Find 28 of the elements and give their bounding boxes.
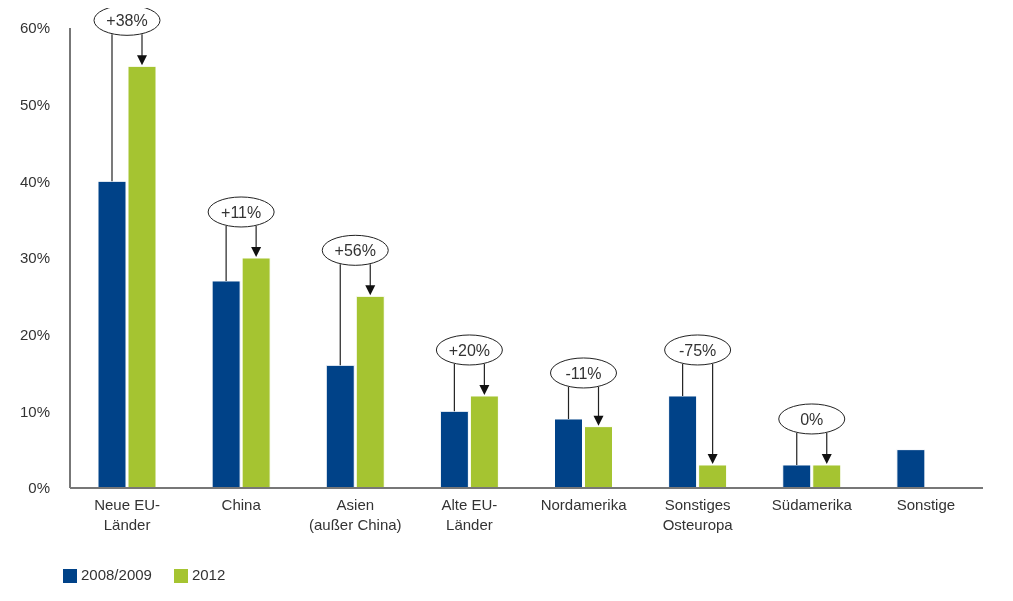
x-tick-label: Neue EU-Länder xyxy=(94,495,160,533)
y-tick-label: 20% xyxy=(19,325,50,343)
annotation: +11% xyxy=(221,203,262,221)
x-tick-label: China xyxy=(221,495,262,513)
y-tick-label: 0% xyxy=(28,479,50,497)
legend-label: 2012 xyxy=(191,565,226,583)
oval-callout-arrows: 0% xyxy=(778,403,846,466)
x-tick-label: Alte EU-Länder xyxy=(441,495,498,533)
legend-label: 2008/2009 xyxy=(81,565,152,583)
oval-callout-arrows: +20% xyxy=(435,334,503,412)
x-tick-label: Sonstiges Osteuropa xyxy=(662,495,734,533)
y-tick-label: 10% xyxy=(19,402,50,420)
y-tick-label: 40% xyxy=(19,172,50,190)
annotation: +56% xyxy=(334,242,376,260)
annotation: -75% xyxy=(678,341,717,359)
annotation: +20% xyxy=(448,341,491,359)
x-tick-label: Asien (außer China) xyxy=(309,495,402,533)
y-tick-label: 60% xyxy=(19,19,50,37)
x-tick-label: Südamerika xyxy=(771,495,853,513)
x-tick-label: Nordamerika xyxy=(540,495,628,513)
annotation: 0% xyxy=(800,410,824,428)
bar xyxy=(896,449,926,488)
oval-callout-arrows: -11% xyxy=(550,357,617,426)
y-tick-label: 30% xyxy=(19,249,50,267)
y-tick-label: 50% xyxy=(19,95,50,113)
annotation: +38% xyxy=(106,12,148,30)
x-tick-label: Sonstige xyxy=(896,495,956,513)
annotation: -11% xyxy=(565,364,602,382)
